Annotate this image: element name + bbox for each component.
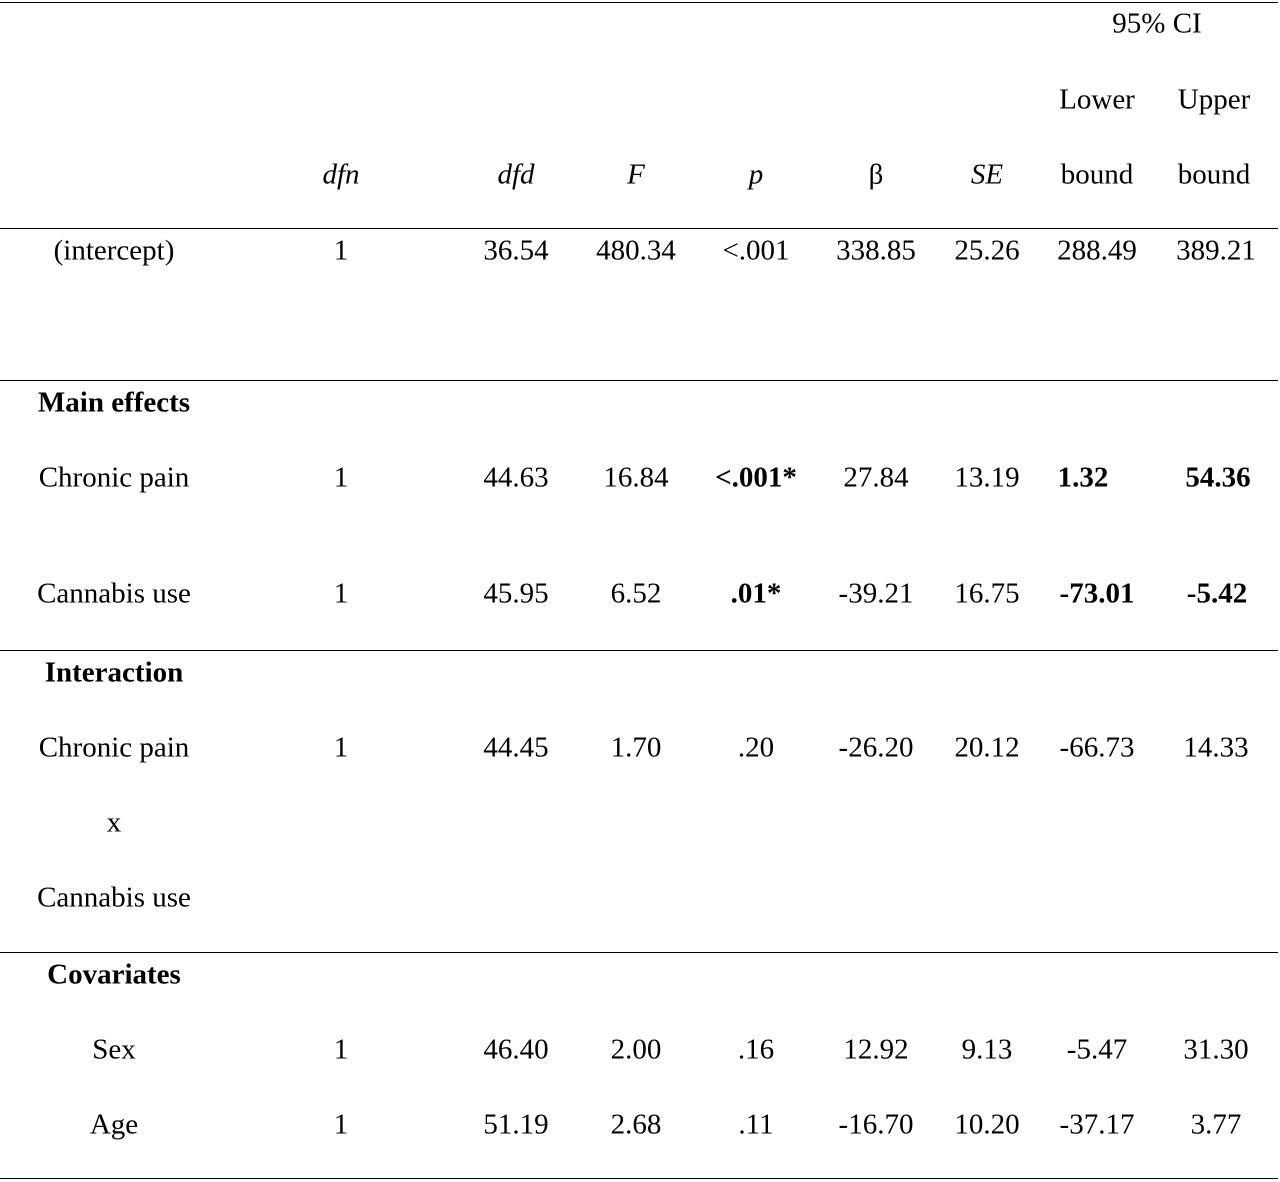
bottom-rule [0, 1178, 1278, 1179]
cannabis-use-f: 6.52 [610, 577, 662, 610]
interaction-dfn: 1 [333, 731, 349, 764]
sex-dfd: 46.40 [483, 1033, 549, 1066]
intercept-beta: 338.85 [836, 234, 916, 267]
section-main-effects: Main effects [37, 386, 191, 419]
intercept-f: 480.34 [596, 234, 676, 267]
section-covariates: Covariates [47, 958, 181, 991]
interaction-f: 1.70 [610, 731, 662, 764]
intercept-lower: 288.49 [1057, 234, 1137, 267]
cannabis-use-dfd: 45.95 [483, 577, 549, 610]
sex-upper: 31.30 [1183, 1033, 1249, 1066]
header-dfd: dfd [497, 158, 535, 191]
sex-dfn: 1 [333, 1033, 349, 1066]
header-ci-lower-bottom: bound [1060, 158, 1134, 191]
chronic-pain-label: Chronic pain [38, 461, 190, 494]
chronic-pain-lower: 1.32 [1057, 461, 1109, 494]
interaction-label-line1: Chronic pain [38, 731, 190, 764]
chronic-pain-beta: 27.84 [843, 461, 909, 494]
header-ci-group: 95% CI [1112, 7, 1202, 40]
cannabis-use-p: .01* [730, 577, 782, 610]
cannabis-use-dfn: 1 [333, 577, 349, 610]
header-beta: β [868, 158, 884, 191]
sex-f: 2.00 [610, 1033, 662, 1066]
top-rule [0, 2, 1278, 3]
interaction-p: .20 [737, 731, 775, 764]
intercept-upper: 389.21 [1176, 234, 1256, 267]
interaction-se: 20.12 [954, 731, 1020, 764]
cannabis-use-se: 16.75 [954, 577, 1020, 610]
intercept-bottom-rule [0, 380, 1278, 381]
chronic-pain-se: 13.19 [954, 461, 1020, 494]
age-p: .11 [738, 1108, 774, 1141]
chronic-pain-dfn: 1 [333, 461, 349, 494]
chronic-pain-upper: 54.36 [1185, 461, 1251, 494]
interaction-upper: 14.33 [1183, 731, 1249, 764]
cannabis-use-beta: -39.21 [838, 577, 914, 610]
chronic-pain-p: <.001* [715, 461, 797, 494]
header-bottom-rule [0, 228, 1278, 229]
age-upper: 3.77 [1190, 1108, 1242, 1141]
age-se: 10.20 [954, 1108, 1020, 1141]
intercept-se: 25.26 [954, 234, 1020, 267]
sex-lower: -5.47 [1066, 1033, 1128, 1066]
interaction-beta: -26.20 [838, 731, 914, 764]
sex-se: 9.13 [961, 1033, 1013, 1066]
intercept-label: (intercept) [53, 234, 175, 267]
interaction-label-line2: x [106, 806, 122, 839]
cannabis-use-lower: -73.01 [1059, 577, 1135, 610]
cannabis-use-label: Cannabis use [37, 577, 191, 610]
header-se: SE [970, 158, 1004, 191]
age-dfd: 51.19 [483, 1108, 549, 1141]
header-p: p [748, 158, 764, 191]
age-lower: -37.17 [1059, 1108, 1135, 1141]
header-ci-lower-top: Lower [1059, 83, 1135, 116]
interaction-bottom-rule [0, 952, 1278, 953]
intercept-dfn: 1 [333, 234, 349, 267]
header-ci-upper-bottom: bound [1177, 158, 1251, 191]
cannabis-use-upper: -5.42 [1186, 577, 1248, 610]
intercept-p: <.001 [722, 234, 790, 267]
intercept-dfd: 36.54 [483, 234, 549, 267]
main-effects-bottom-rule [0, 650, 1278, 651]
section-interaction: Interaction [44, 656, 184, 689]
age-beta: -16.70 [838, 1108, 914, 1141]
sex-beta: 12.92 [843, 1033, 909, 1066]
interaction-dfd: 44.45 [483, 731, 549, 764]
header-dfn: dfn [322, 158, 360, 191]
header-ci-upper-top: Upper [1177, 83, 1251, 116]
chronic-pain-f: 16.84 [603, 461, 669, 494]
age-dfn: 1 [333, 1108, 349, 1141]
interaction-lower: -66.73 [1059, 731, 1135, 764]
age-f: 2.68 [610, 1108, 662, 1141]
sex-label: Sex [92, 1033, 136, 1066]
interaction-label-line3: Cannabis use [37, 881, 191, 914]
sex-p: .16 [737, 1033, 775, 1066]
age-label: Age [89, 1108, 139, 1141]
header-f: F [627, 158, 645, 191]
chronic-pain-dfd: 44.63 [483, 461, 549, 494]
